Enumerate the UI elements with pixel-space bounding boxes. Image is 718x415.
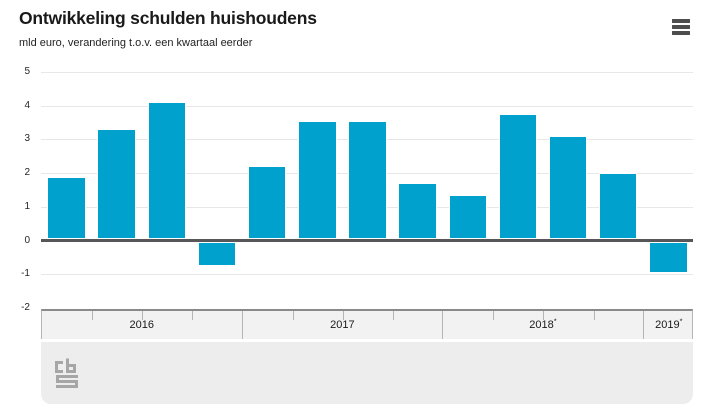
bar-2018-Q1[interactable] bbox=[448, 195, 488, 240]
year-label: 2018* bbox=[529, 316, 557, 331]
chart-subtitle: mld euro, verandering t.o.v. een kwartaa… bbox=[19, 37, 253, 49]
page-title: Ontwikkeling schulden huishoudens bbox=[19, 8, 317, 28]
gridline bbox=[41, 72, 693, 73]
bar-2018-Q3[interactable] bbox=[548, 136, 588, 240]
year-label: 2019* bbox=[655, 316, 683, 331]
quarter-tick bbox=[292, 310, 294, 320]
menu-bar bbox=[672, 19, 690, 23]
quarter-tick bbox=[92, 310, 94, 320]
bar-2017-Q3[interactable] bbox=[348, 120, 387, 240]
menu-bar bbox=[672, 31, 690, 35]
gridline bbox=[41, 105, 693, 107]
x-axis-section-2016: 2016 bbox=[42, 310, 243, 339]
y-axis-tick-label: 2 bbox=[24, 167, 30, 179]
x-axis-band: 2016 2017 2018* 2019* bbox=[41, 308, 694, 340]
x-axis-section-2019: 2019* bbox=[644, 311, 694, 340]
cbs-logo bbox=[55, 358, 78, 388]
bar-2016-Q4[interactable] bbox=[197, 242, 237, 266]
y-axis-tick-label: -1 bbox=[21, 268, 30, 280]
quarter-tick bbox=[543, 310, 545, 320]
bar-2016-Q2[interactable] bbox=[97, 129, 136, 240]
bar-2017-Q4[interactable] bbox=[398, 183, 437, 240]
menu-bar bbox=[672, 25, 690, 29]
bar-2017-Q2[interactable] bbox=[298, 120, 337, 240]
y-axis-tick-label: 4 bbox=[24, 99, 30, 111]
bar-2018-Q2[interactable] bbox=[498, 114, 538, 240]
hamburger-menu-icon[interactable] bbox=[668, 14, 694, 40]
footer-bar bbox=[41, 342, 693, 404]
year-label: 2017 bbox=[330, 318, 355, 331]
y-axis-tick-label: 3 bbox=[24, 133, 30, 145]
provisional-marker: * bbox=[553, 316, 557, 326]
year-label: 2016 bbox=[129, 318, 155, 331]
x-axis-section-2018: 2018* bbox=[443, 310, 644, 339]
bar-2019-Q1[interactable] bbox=[649, 242, 688, 273]
bar-2016-Q3[interactable] bbox=[147, 102, 187, 240]
quarter-tick bbox=[593, 310, 595, 320]
y-axis-tick-label: 1 bbox=[24, 200, 30, 212]
quarter-tick bbox=[493, 310, 495, 320]
bar-2016-Q1[interactable] bbox=[47, 176, 86, 240]
quarter-tick bbox=[342, 310, 344, 320]
gridline bbox=[41, 274, 693, 276]
bar-2017-Q1[interactable] bbox=[247, 166, 287, 240]
provisional-marker: * bbox=[679, 316, 683, 326]
quarter-tick bbox=[393, 310, 395, 320]
y-axis-tick-label: -2 bbox=[21, 302, 30, 313]
y-axis-tick-label: 0 bbox=[24, 234, 30, 246]
bar-2018-Q4[interactable] bbox=[598, 173, 638, 240]
quarter-tick bbox=[142, 310, 144, 320]
quarter-tick bbox=[192, 310, 194, 320]
y-axis-tick-label: 5 bbox=[24, 66, 30, 77]
x-axis-section-2017: 2017 bbox=[243, 310, 444, 339]
zero-axis-line bbox=[41, 239, 693, 243]
